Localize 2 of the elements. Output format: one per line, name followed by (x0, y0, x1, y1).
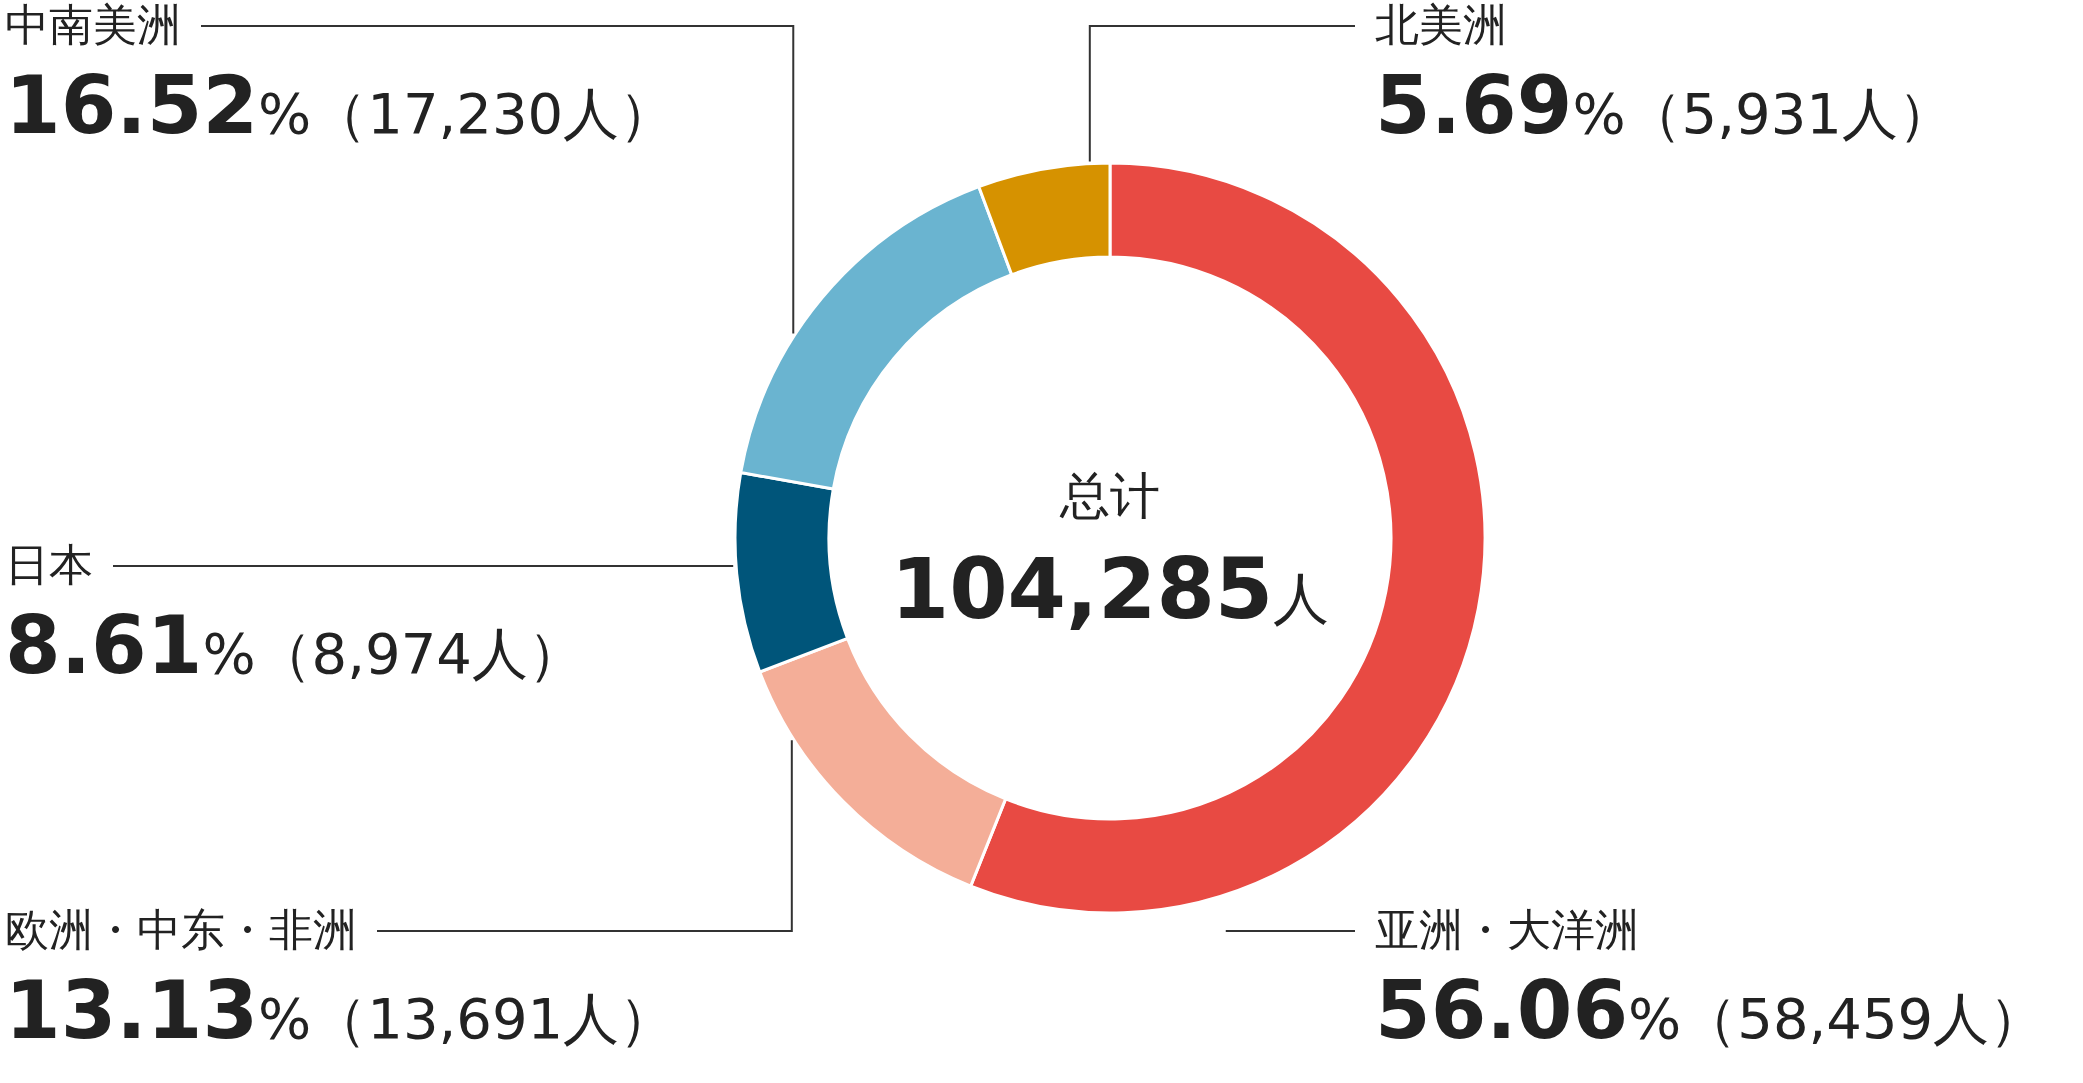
text: 104,285人 (890, 540, 1330, 638)
text: 总计 (1059, 467, 1160, 525)
